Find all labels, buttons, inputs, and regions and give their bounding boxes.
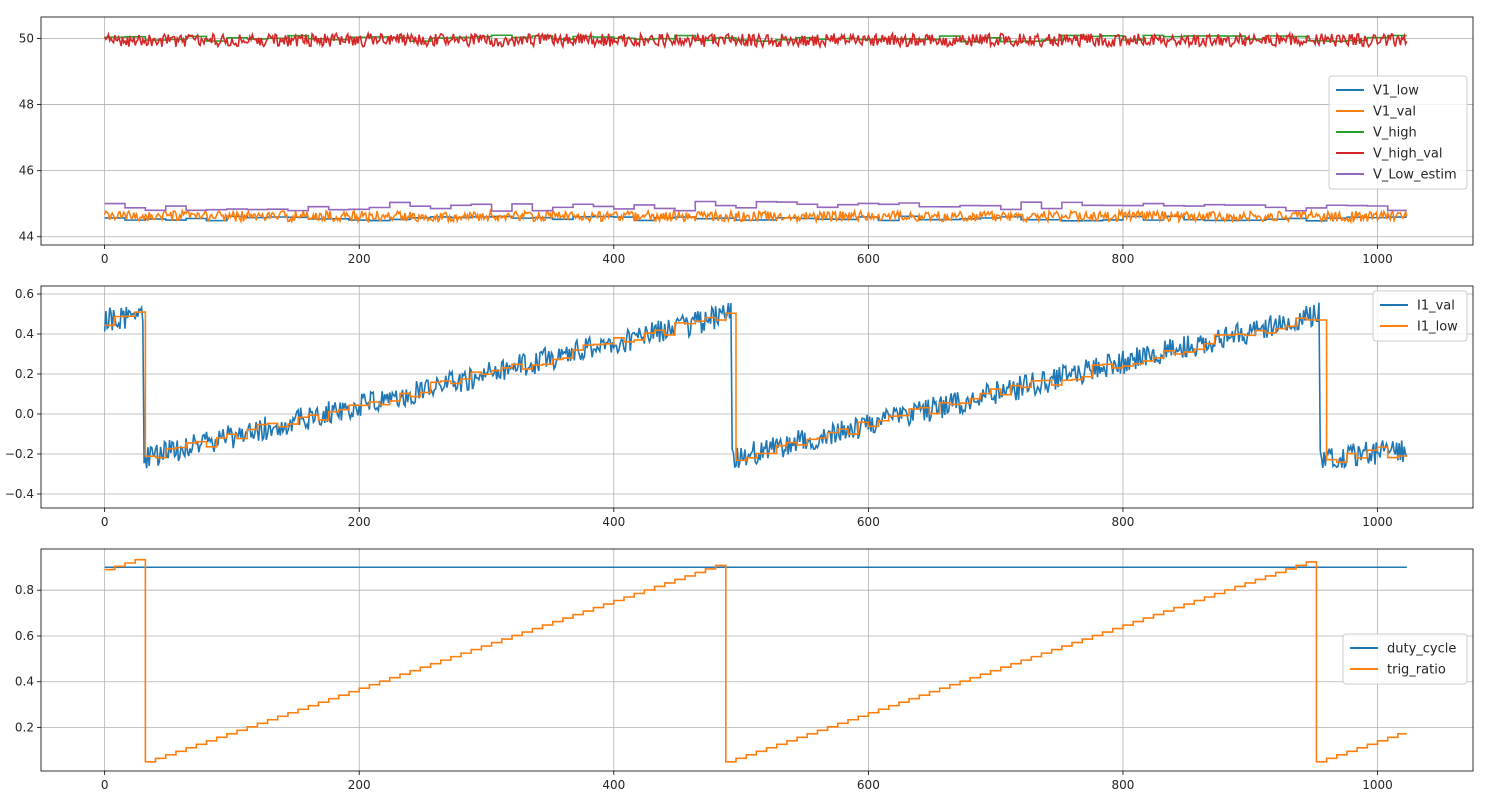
x-tick-label: 0 [101, 778, 109, 792]
series-line-i1-val [103, 302, 1408, 470]
series-line-trig-ratio [104, 558, 1407, 763]
legend-box [1328, 75, 1468, 190]
x-tick-label: 0 [101, 252, 109, 266]
y-tick-label: 0.4 [15, 327, 34, 341]
y-tick-label: 0.8 [15, 583, 34, 597]
y-tick-label: 0.2 [15, 721, 34, 735]
x-tick-label: 1000 [1362, 778, 1393, 792]
x-tick-label: 200 [348, 515, 371, 529]
series-line-i1-low [104, 311, 1407, 464]
series-group [104, 558, 1407, 763]
legend: duty_cycle trig_ratio [1342, 633, 1468, 685]
legend-label: V_Low_estim [1373, 168, 1457, 183]
axes-frame [40, 548, 1474, 772]
y-tick-label: 0.6 [15, 629, 34, 643]
y-tick-label: 0.0 [15, 407, 34, 421]
legend-label: V_high [1373, 126, 1417, 141]
ratio-chart: 0 200 400 600 800 1000 0.2 0.4 0.6 0.8 duty_cyclet… [15, 548, 1474, 792]
x-tick-label: 200 [348, 778, 371, 792]
x-tick-label: 800 [1112, 252, 1135, 266]
x-tick-label: 800 [1112, 778, 1135, 792]
current-chart: 0 200 400 600 800 1000 −0.4 −0.2 0.0 0.2 0.4 0.6 I1_… [5, 285, 1474, 529]
axes-frame [40, 285, 1474, 509]
legend-box [1372, 290, 1468, 342]
legend-label: trig_ratio [1387, 663, 1446, 678]
legend-label: V1_low [1373, 84, 1419, 99]
legend-label: I1_low [1417, 320, 1458, 335]
legend-label: V_high_val [1373, 147, 1443, 162]
y-tick-label: 48 [19, 98, 34, 112]
legend-box [1342, 633, 1468, 685]
x-tick-label: 200 [348, 252, 371, 266]
series-line-v-high-val [103, 30, 1408, 50]
x-tick-label: 600 [857, 252, 880, 266]
legend-label: duty_cycle [1387, 642, 1456, 657]
x-tick-label: 400 [602, 515, 625, 529]
x-tick-label: 600 [857, 515, 880, 529]
y-tick-label: 0.2 [15, 367, 34, 381]
x-tick-label: 400 [602, 252, 625, 266]
series-line-v-low-estim [104, 200, 1407, 212]
y-tick-label: −0.2 [5, 447, 34, 461]
x-tick-label: 400 [602, 778, 625, 792]
legend: V1_low V1_val V_high V_high_val V_Low_estim [1328, 75, 1468, 190]
series-line-v-high [104, 34, 1407, 43]
x-tick-label: 800 [1112, 515, 1135, 529]
series-group [103, 30, 1408, 225]
y-tick-label: 0.4 [15, 675, 34, 689]
x-tick-label: 0 [101, 515, 109, 529]
y-tick-label: 50 [19, 31, 34, 45]
x-tick-label: 600 [857, 778, 880, 792]
voltage-chart: 0 200 400 600 800 1000 44 46 48 50 V1_low V1_val V_h… [19, 16, 1474, 266]
legend: I1_val I1_low [1372, 290, 1468, 342]
y-tick-label: 46 [19, 164, 34, 178]
legend-label: I1_val [1417, 299, 1455, 314]
y-tick-label: 0.6 [15, 287, 34, 301]
legend-label: V1_val [1373, 105, 1416, 120]
series-group [103, 302, 1408, 470]
axes-frame [40, 16, 1474, 246]
y-tick-label: 44 [19, 230, 34, 244]
y-tick-label: −0.4 [5, 487, 34, 501]
x-tick-label: 1000 [1362, 515, 1393, 529]
x-tick-label: 1000 [1362, 252, 1393, 266]
series-line-v1-val [103, 207, 1408, 225]
